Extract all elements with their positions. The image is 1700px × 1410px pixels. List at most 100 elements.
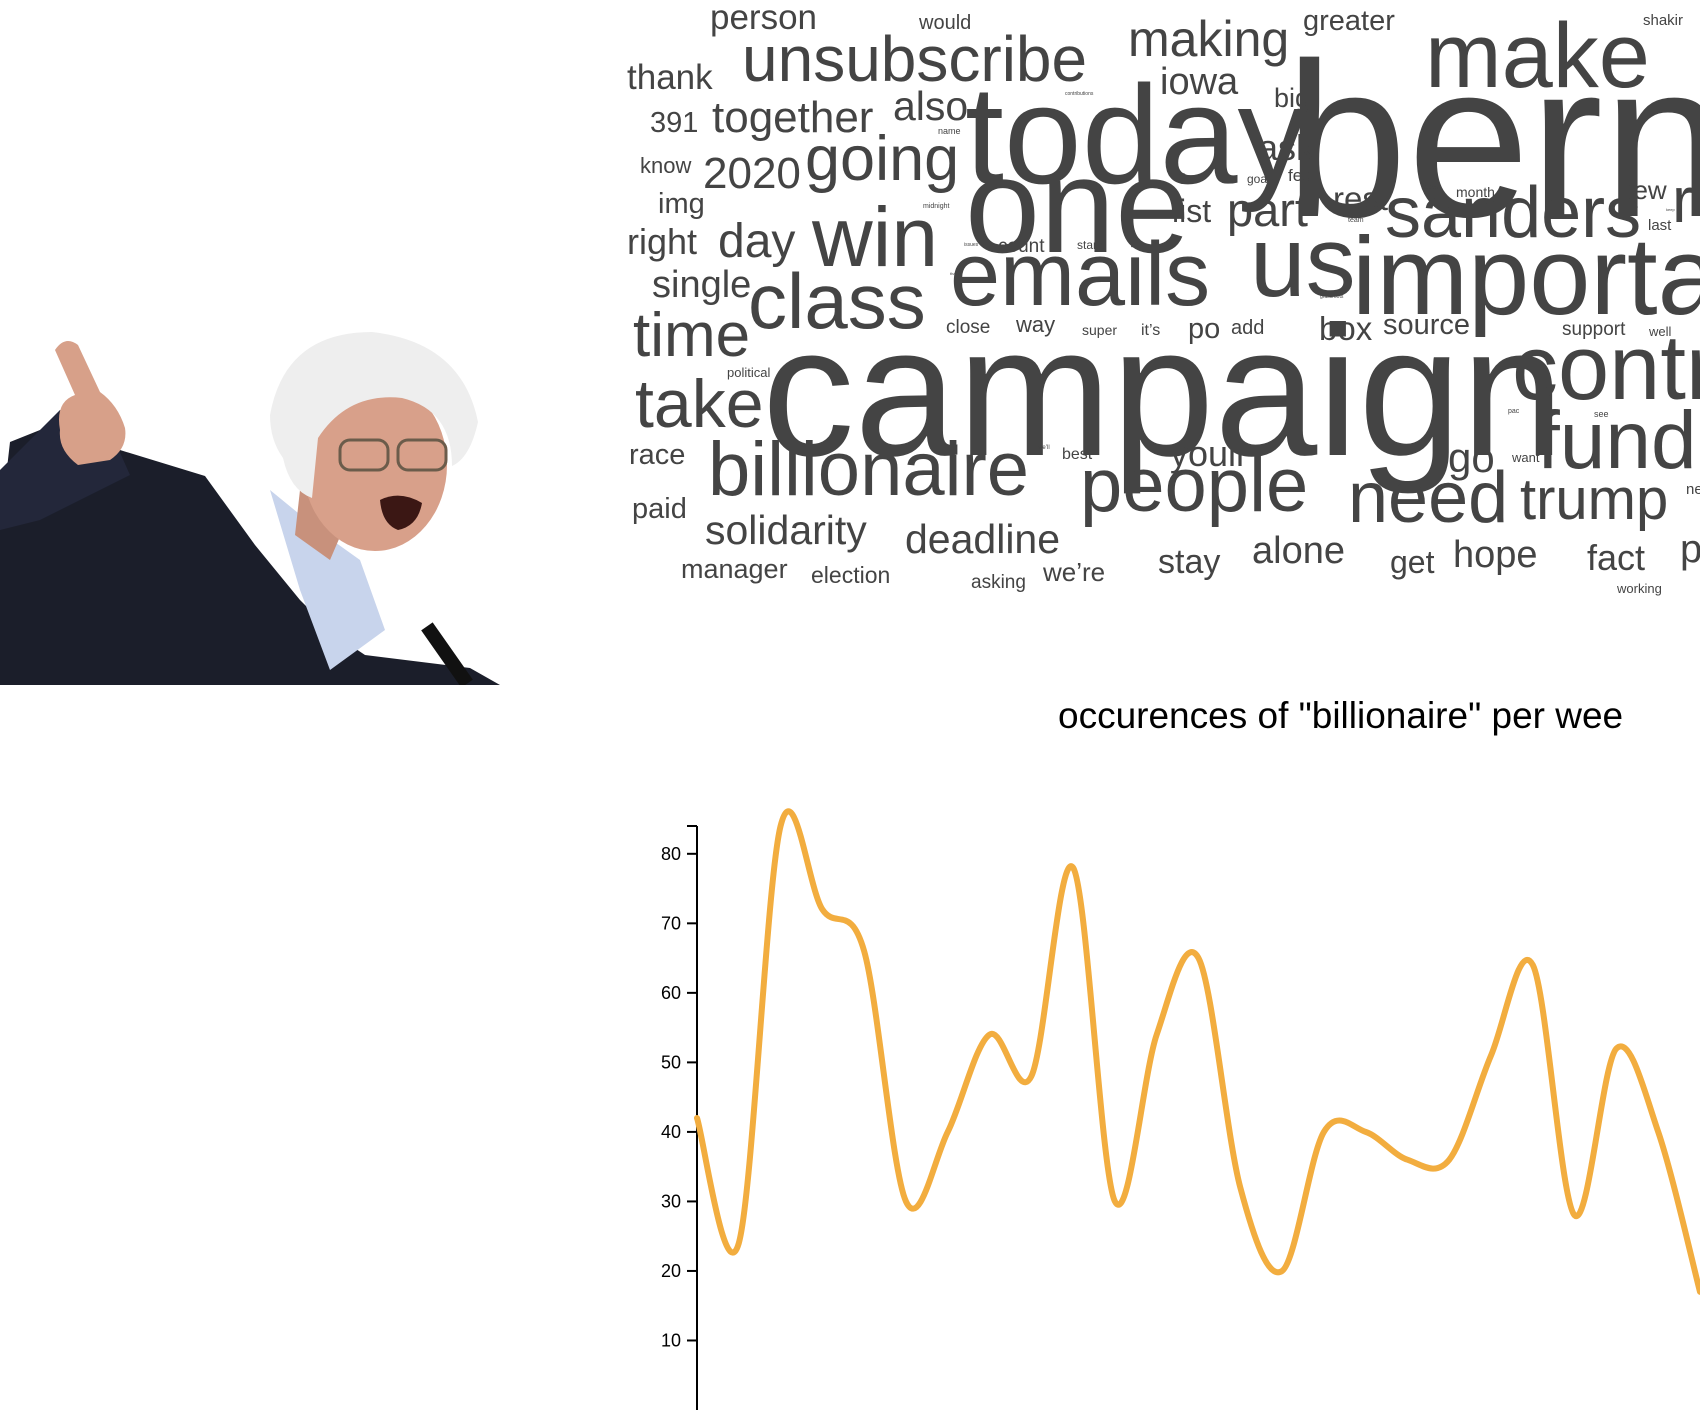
glasses-left — [338, 438, 390, 472]
glasses-right — [396, 438, 448, 472]
suit-jacket — [0, 422, 500, 685]
word-cloud-word: 2020 — [703, 149, 801, 198]
y-tick-label: 60 — [661, 983, 681, 1003]
word-cloud-word: election — [811, 562, 891, 588]
word-cloud-word: we’re — [1043, 557, 1106, 587]
y-tick-label: 10 — [661, 1330, 681, 1350]
word-cloud-word: youll — [1170, 433, 1245, 474]
word-cloud-word: close — [946, 317, 991, 338]
word-cloud-word: people — [1080, 443, 1309, 528]
word-cloud-word: iowa — [1160, 61, 1239, 103]
word-cloud-word: new — [1619, 175, 1667, 205]
chart-title: occurences of "billionaire" per wee — [1058, 695, 1624, 736]
word-cloud-word: working — [1617, 581, 1662, 596]
y-tick-label: 80 — [661, 844, 681, 864]
word-cloud-word: box — [1319, 310, 1373, 347]
word-cloud-word: us — [1250, 206, 1356, 318]
word-cloud-word: making — [1128, 11, 1290, 67]
microphone — [421, 622, 473, 685]
word-cloud-word: race — [629, 439, 686, 471]
word-cloud-word: want — [1512, 450, 1540, 465]
pointing-hand — [55, 341, 126, 465]
word-cloud-word: right — [627, 221, 698, 262]
word-cloud-word: person — [710, 0, 818, 37]
word-cloud-word: win — [812, 190, 939, 284]
word-cloud-word: single — [652, 264, 752, 306]
open-mouth — [380, 495, 422, 530]
word-cloud-word: paid — [632, 493, 687, 525]
word-cloud-word: together — [712, 93, 874, 142]
word-cloud-word: get — [1390, 544, 1435, 580]
word-cloud-word: name — [938, 126, 961, 136]
word-cloud-word: today — [965, 56, 1308, 213]
word-cloud-word: alone — [1252, 530, 1345, 572]
word-cloud-word: we’ll — [1038, 445, 1050, 451]
word-cloud-word: team — [1348, 217, 1364, 224]
word-cloud-word: going — [805, 124, 960, 194]
word-cloud-word: rest — [1333, 180, 1389, 217]
word-cloud-word: contributions — [1065, 91, 1094, 97]
word-cloud-word: p — [1680, 527, 1700, 571]
word-cloud-word: month — [1456, 184, 1495, 200]
word-cloud-word: pac — [1508, 408, 1520, 415]
word-cloud-word: deadline — [905, 516, 1061, 562]
y-tick-label: 20 — [661, 1261, 681, 1281]
word-cloud-word: contribute — [1512, 317, 1700, 419]
word-cloud-word: 391 — [650, 107, 699, 139]
word-cloud-word: img — [658, 188, 705, 220]
word-cloud-word: midnight — [923, 203, 950, 210]
word-cloud-word: states — [1422, 185, 1439, 191]
word-cloud-word: fact — [1587, 537, 1646, 578]
word-cloud-word: unsubscribe — [742, 23, 1088, 95]
word-cloud-word: bernie — [1285, 17, 1700, 263]
word-cloud-word: know — [640, 153, 692, 178]
word-cloud-word: campaign — [762, 289, 1565, 495]
neck — [295, 490, 345, 560]
word-cloud-word: big — [1274, 83, 1311, 113]
word-cloud-word: fund — [1537, 395, 1697, 486]
word-cloud-word: go — [1448, 434, 1495, 481]
word-cloud-word: greater — [1303, 5, 1395, 37]
word-cloud-word: 3 — [1178, 171, 1187, 188]
word-cloud-word: stand — [1077, 238, 1107, 252]
y-tick-label: 30 — [661, 1191, 681, 1211]
word-cloud-word: issues — [964, 242, 979, 248]
word-cloud-word: make — [1425, 5, 1650, 107]
word-cloud-word: add — [1231, 317, 1265, 339]
word-cloud-word: way — [1016, 312, 1056, 337]
word-cloud-word: day — [718, 215, 796, 268]
word-cloud-word: thank — [627, 58, 713, 97]
billionaire-series-line — [694, 808, 1700, 1295]
word-cloud-word: list — [1172, 193, 1212, 229]
word-cloud-word: last — [1648, 217, 1672, 234]
word-cloud-word: solidarity — [705, 507, 867, 553]
word-cloud-word: r — [1672, 164, 1694, 236]
word-cloud-word: take — [635, 366, 764, 442]
y-tick-label: 40 — [661, 1122, 681, 1142]
word-cloud-word: goal — [1247, 172, 1270, 186]
word-cloud-word: political — [727, 365, 771, 380]
word-cloud-word: hope — [1453, 534, 1538, 576]
word-cloud-word: time — [633, 301, 751, 370]
word-cloud-word: important — [1352, 215, 1700, 338]
word-cloud-word: stay — [1158, 543, 1221, 581]
word-cloud-word: see — [1594, 409, 1609, 419]
word-cloud-word: asking — [971, 572, 1026, 593]
word-cloud-word: trump — [1520, 467, 1669, 532]
word-cloud-word: thanks — [950, 271, 962, 276]
word-cloud-word: count — [998, 236, 1045, 257]
bernie-sanders-photo — [0, 332, 500, 685]
word-cloud-word: ask — [1258, 127, 1315, 168]
y-tick-label: 70 — [661, 913, 681, 933]
white-hair — [270, 332, 478, 498]
word-cloud-word: would — [919, 12, 972, 34]
word-cloud-word: emails — [950, 225, 1211, 325]
word-cloud-word: fec — [1288, 166, 1311, 185]
word-cloud-word: it’s — [1141, 322, 1161, 339]
word-cloud-word: class — [748, 257, 926, 345]
word-cloud-word: grassroots — [1320, 294, 1344, 300]
word-cloud-word: manager — [681, 554, 788, 584]
word-cloud-word: ne — [1686, 481, 1700, 498]
